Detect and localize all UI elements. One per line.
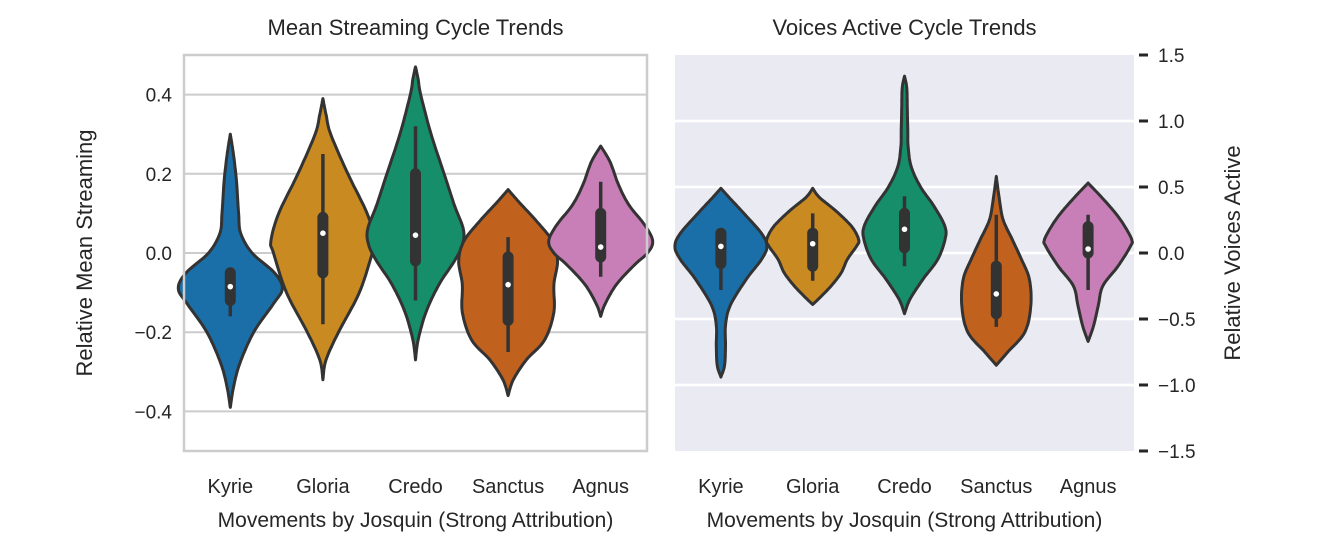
- x-tick-labels-right: Kyrie Gloria Credo Sanctus Agnus: [698, 476, 1116, 498]
- chart-title-right: Voices Active Cycle Trends: [772, 15, 1036, 40]
- x-tick-labels-left: Kyrie Gloria Credo Sanctus Agnus: [208, 476, 630, 498]
- violin-median-dot: [412, 232, 419, 238]
- violin-median-dot: [809, 240, 816, 247]
- panel-mean-streaming: −0.4 −0.2 0.0 0.2 0.4 Kyrie Gloria Credo Sanctu…: [72, 15, 655, 532]
- y-tick-label: −1.5: [1158, 442, 1196, 463]
- violin-median-dot: [227, 283, 234, 290]
- y-axis-label-right: Relative Voices Active: [1220, 145, 1245, 360]
- violins-left: [176, 65, 655, 409]
- plot-frame-left: [182, 53, 649, 453]
- x-tick-label: Kyrie: [208, 476, 254, 498]
- y-axis-label-left: Relative Mean Streaming: [72, 129, 97, 376]
- violin-median-dot: [718, 243, 724, 250]
- x-tick-label: Gloria: [296, 476, 350, 498]
- y-tick-label: −0.5: [1158, 310, 1196, 331]
- x-axis-label-right: Movements by Josquin (Strong Attribution…: [707, 509, 1103, 532]
- y-tick-labels-right: −1.5 −1.0 −0.5 0.0 0.5 1.0 1.5: [1139, 46, 1196, 463]
- x-tick-label: Agnus: [1060, 476, 1117, 498]
- x-tick-label: Agnus: [572, 476, 629, 498]
- x-tick-label: Sanctus: [960, 476, 1032, 498]
- y-tick-label: 0.4: [146, 86, 173, 107]
- violin-body-credo: [861, 74, 948, 316]
- violin-median-dot: [993, 291, 1000, 297]
- panel-voices-active: −1.5 −1.0 −0.5 0.0 0.5 1.0 1.5 Kyrie Gloria Cred…: [673, 15, 1245, 532]
- x-tick-label: Gloria: [786, 476, 840, 498]
- violin-median-dot: [597, 244, 604, 250]
- x-tick-label: Credo: [388, 476, 442, 498]
- y-tick-label: 0.0: [1158, 244, 1184, 265]
- violin-median-dot: [901, 226, 908, 233]
- violin-median-dot: [505, 281, 511, 288]
- chart-title-left: Mean Streaming Cycle Trends: [268, 15, 564, 40]
- y-tick-label: −0.2: [134, 323, 172, 344]
- y-tick-label: 0.5: [1158, 178, 1184, 199]
- y-tick-label: −1.0: [1158, 376, 1196, 397]
- x-axis-label-left: Movements by Josquin (Strong Attribution…: [218, 509, 614, 532]
- violin-median-dot: [320, 230, 326, 236]
- violins-right: [673, 74, 1134, 379]
- x-tick-label: Kyrie: [698, 476, 744, 498]
- y-tick-label: 1.5: [1158, 46, 1184, 67]
- x-tick-label: Credo: [877, 476, 931, 498]
- y-tick-label: −0.4: [134, 402, 172, 423]
- x-tick-label: Sanctus: [472, 476, 544, 498]
- y-tick-labels-left: −0.4 −0.2 0.0 0.2 0.4: [134, 86, 172, 424]
- y-tick-label: 0.2: [146, 165, 172, 186]
- y-tick-label: 1.0: [1158, 112, 1184, 133]
- violin-median-dot: [1085, 246, 1091, 252]
- y-tick-label: 0.0: [146, 244, 172, 265]
